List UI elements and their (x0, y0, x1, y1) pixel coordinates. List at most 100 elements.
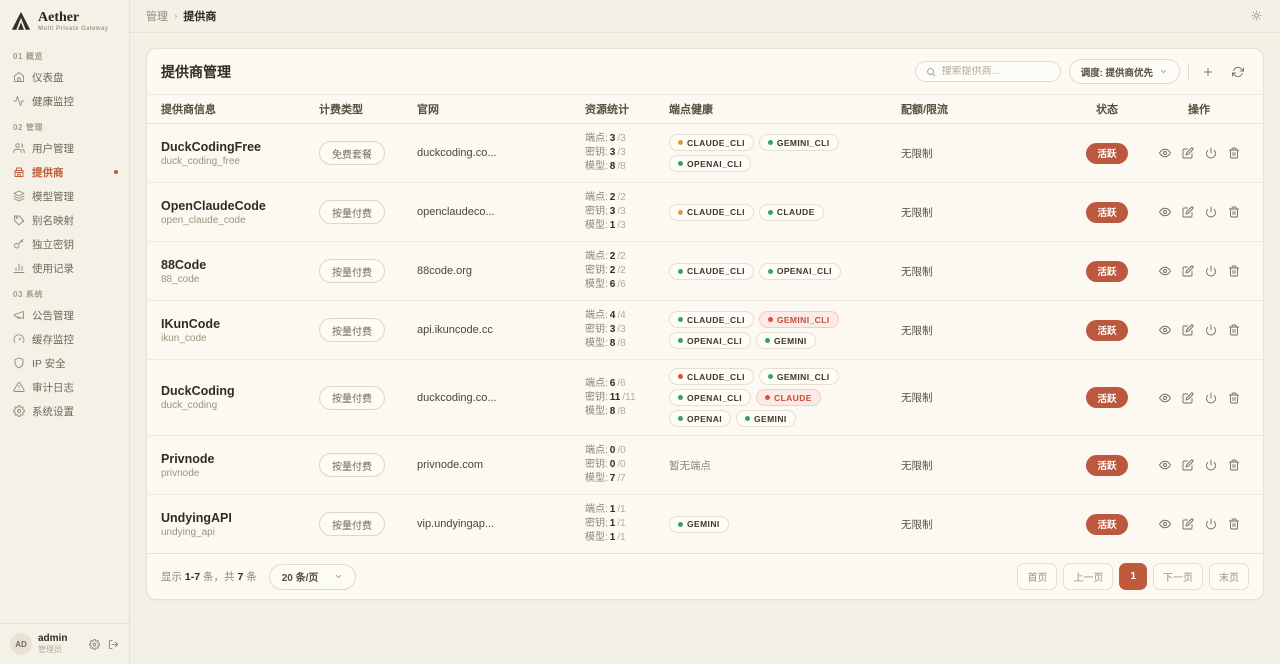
avatar: AD (10, 633, 32, 655)
endpoint-health-badge: OPENAI_CLI (669, 389, 752, 406)
card-header: 提供商管理 调度: 提供商优先 (147, 49, 1263, 95)
delete-button[interactable] (1228, 459, 1240, 471)
delete-button[interactable] (1228, 265, 1240, 277)
stat-keys: 密钥: 1/1 (585, 518, 626, 529)
provider-website: vip.undyingap... (417, 518, 495, 530)
sidebar-item-ip-security[interactable]: IP 安全 (0, 351, 129, 375)
power-button[interactable] (1205, 324, 1217, 336)
delete-button[interactable] (1228, 518, 1240, 530)
breadcrumb-parent[interactable]: 管理 (146, 11, 168, 23)
health-dot (678, 209, 683, 215)
page-button-first[interactable]: 首页 (1017, 563, 1058, 590)
stat-models: 模型: 1/1 (585, 532, 626, 543)
sidebar-item-health-monitor[interactable]: 健康监控 (0, 89, 129, 113)
sidebar-item-audit-logs[interactable]: 审计日志 (0, 375, 129, 399)
refresh-button[interactable] (1227, 61, 1249, 83)
power-button[interactable] (1205, 459, 1217, 471)
sidebar-item-label: 审计日志 (32, 381, 74, 394)
card-footer: 显示 1-7 条，共 7 条 20 条/页 首页 上一页 1 下一页 末页 (147, 553, 1263, 599)
theme-toggle-button[interactable] (1249, 8, 1264, 23)
page-button-last[interactable]: 末页 (1209, 563, 1249, 590)
power-button[interactable] (1205, 206, 1217, 218)
page-button-next[interactable]: 下一页 (1153, 563, 1203, 590)
delete-button[interactable] (1228, 392, 1240, 404)
stat-endpoints: 端点: 1/1 (585, 504, 626, 515)
tag-icon (13, 214, 25, 226)
provider-code: open_claude_code (161, 214, 246, 226)
user-panel: AD admin 管理员 (0, 623, 129, 664)
settings-icon (13, 405, 25, 417)
breadcrumb-current: 提供商 (183, 11, 217, 23)
column-header-provider: 提供商信息 (161, 104, 216, 116)
power-icon (1205, 147, 1217, 159)
sidebar-item-label: 使用记录 (32, 262, 74, 275)
search-input[interactable] (941, 66, 1050, 77)
view-icon (1158, 459, 1171, 471)
stat-endpoints: 端点: 2/2 (585, 251, 626, 262)
sidebar-item-system-settings[interactable]: 系统设置 (0, 399, 129, 423)
sidebar-item-dashboard[interactable]: 仪表盘 (0, 65, 129, 89)
edit-button[interactable] (1182, 265, 1194, 277)
delete-button[interactable] (1228, 324, 1240, 336)
power-icon (1205, 459, 1217, 471)
delete-button[interactable] (1228, 147, 1240, 159)
activity-icon (13, 95, 25, 107)
divider (1188, 63, 1189, 80)
table-body: DuckCodingFree duck_coding_free 免费套餐 duc… (147, 124, 1263, 553)
topbar: 管理 › 提供商 (130, 0, 1280, 33)
billing-badge: 按量付费 (319, 318, 385, 342)
add-provider-button[interactable] (1197, 61, 1219, 83)
power-icon (1205, 392, 1217, 404)
user-settings-button[interactable] (89, 638, 100, 650)
edit-button[interactable] (1182, 147, 1194, 159)
sidebar-item-announcements[interactable]: 公告管理 (0, 303, 129, 327)
column-header-quota: 配额/限流 (901, 104, 949, 116)
page-size-value: 20 条/页 (281, 573, 319, 584)
endpoint-health-badge: CLAUDE_CLI (669, 311, 754, 328)
endpoint-health-badge: OPENAI_CLI (669, 332, 752, 349)
power-button[interactable] (1205, 518, 1217, 530)
sidebar-item-providers[interactable]: 提供商 (0, 160, 129, 184)
edit-button[interactable] (1182, 206, 1194, 218)
view-button[interactable] (1158, 265, 1171, 277)
schedule-mode-dropdown[interactable]: 调度: 提供商优先 (1068, 59, 1180, 84)
endpoint-health-badge: GEMINI (736, 410, 796, 427)
sidebar-item-cache-monitor[interactable]: 缓存监控 (0, 327, 129, 351)
provider-code: 88_code (161, 273, 200, 285)
view-button[interactable] (1158, 392, 1171, 404)
empty-endpoints-text: 暂无端点 (669, 459, 711, 472)
sidebar-item-usage-records[interactable]: 使用记录 (0, 256, 129, 280)
logout-button[interactable] (108, 639, 119, 650)
endpoint-health-badge: CLAUDE_CLI (669, 203, 754, 221)
view-button[interactable] (1158, 324, 1171, 336)
endpoint-health-badge: CLAUDE (758, 203, 824, 221)
edit-button[interactable] (1182, 324, 1194, 336)
view-button[interactable] (1158, 518, 1171, 530)
view-button[interactable] (1158, 459, 1171, 471)
stat-endpoints: 端点: 3/3 (585, 133, 626, 144)
endpoint-health-badge: CLAUDE_CLI (669, 262, 754, 280)
power-button[interactable] (1205, 147, 1217, 159)
view-icon (1158, 206, 1171, 218)
sidebar-item-label: 公告管理 (32, 309, 74, 322)
provider-name: UndyingAPI (161, 510, 232, 525)
health-dot (767, 209, 773, 215)
sidebar-item-independent-keys[interactable]: 独立密钥 (0, 232, 129, 256)
edit-button[interactable] (1182, 391, 1194, 404)
sun-icon (1251, 10, 1262, 21)
page-button-page-1[interactable]: 1 (1119, 563, 1147, 590)
delete-button[interactable] (1228, 206, 1240, 218)
sidebar-item-model-management[interactable]: 模型管理 (0, 184, 129, 208)
gear-icon (89, 638, 100, 650)
page-size-select[interactable]: 20 条/页 (268, 563, 357, 590)
view-button[interactable] (1158, 206, 1171, 218)
sidebar-item-alias-mapping[interactable]: 别名映射 (0, 208, 129, 232)
power-button[interactable] (1205, 265, 1217, 277)
sidebar-item-user-management[interactable]: 用户管理 (0, 136, 129, 160)
power-button[interactable] (1205, 392, 1217, 404)
edit-button[interactable] (1182, 459, 1194, 471)
page-button-prev[interactable]: 上一页 (1063, 563, 1114, 590)
view-button[interactable] (1158, 147, 1171, 159)
table-header-row: 提供商信息 计费类型 官网 资源统计 端点健康 配额/限流 状态 操作 (147, 95, 1263, 124)
edit-button[interactable] (1182, 518, 1194, 530)
